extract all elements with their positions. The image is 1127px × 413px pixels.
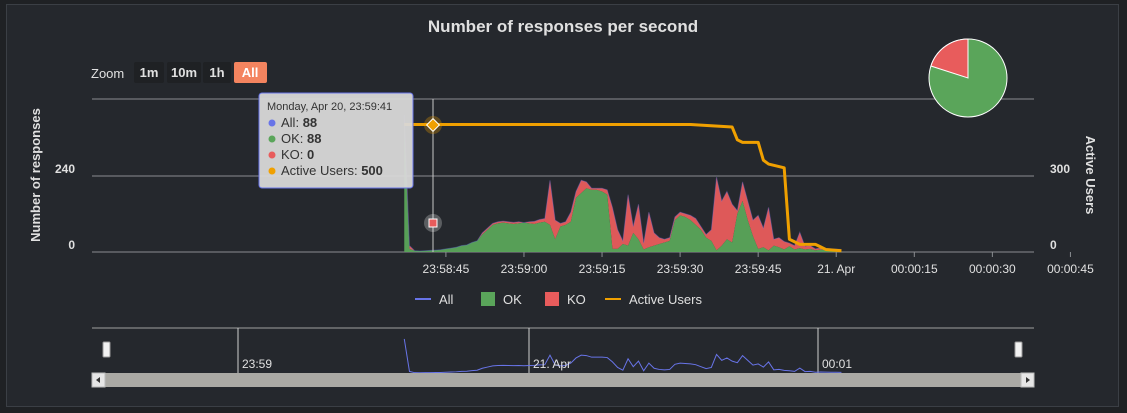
legend-all-label: All [439,292,454,307]
legend-active-users-label: Active Users [629,292,702,307]
zoom-button-1m-label: 1m [140,65,159,80]
tooltip-all-dot [268,119,276,127]
scrollbar-left-button[interactable] [91,372,106,388]
legend-ok-symbol [481,292,495,306]
legend-item-ko[interactable]: KO [545,292,586,307]
tooltip-ko-row: KO: 0 [281,147,314,162]
chart-title: Number of responses per second [428,17,698,36]
tooltip-date: Monday, Apr 20, 23:59:41 [267,101,392,113]
tooltip-all-row: All: 88 [281,115,317,130]
scrollbar-right-button[interactable] [1020,372,1035,388]
all-line [403,114,842,252]
tooltip-ok-row: OK: 88 [281,131,322,146]
zoom-button-10m[interactable]: 10m [167,62,201,83]
x-tick-label: 23:59:00 [501,262,548,276]
x-tick-label: 00:00:45 [1047,262,1094,276]
tooltip: Monday, Apr 20, 23:59:41 All: 88 OK: 88 … [258,92,414,189]
line-layer [404,123,842,253]
x-axis-ticks: 23:58:45 23:59:00 23:59:15 23:59:30 23:59:45… [423,252,1127,276]
active-users-hover-marker [425,117,441,133]
y-axis-title: Number of responses [28,108,43,242]
legend-item-ok[interactable]: OK [481,292,522,307]
legend-ko-symbol [545,292,559,306]
pie-chart [928,38,1008,118]
x-tick-label: 00:00:30 [969,262,1016,276]
x-tick-label: 23:59:30 [657,262,704,276]
tooltip-box [258,92,414,189]
navigator-label-2: 21. Apr [533,357,571,371]
zoom-button-1h[interactable]: 1h [203,62,231,83]
zoom-button-10m-label: 10m [171,65,197,80]
x-tick-label: 00:00:15 [891,262,938,276]
legend-ok-label: OK [503,292,522,307]
y-tick-0: 0 [68,238,75,252]
zoom-label: Zoom [91,66,124,81]
legend-ko-label: KO [567,292,586,307]
ko-area [404,114,842,252]
y2-tick-0: 0 [1050,238,1057,252]
navigator-left-handle[interactable] [102,341,111,358]
pie-slice-ko [930,38,969,79]
navigator[interactable]: 23:59 21. Apr 00:01 [92,327,1034,374]
chart-panel: Number of responses per second Zoom 1m 1… [6,4,1127,407]
x-tick-label: 23:59:15 [579,262,626,276]
navigator-series-line [403,338,842,374]
tooltip-users-row: Active Users: 500 [281,163,383,178]
tooltip-users-dot [268,167,276,175]
tooltip-ko-dot [268,151,276,159]
zoom-button-all-label: All [242,65,259,80]
scroll-left-arrow-icon [96,377,100,383]
active-users-line [404,123,842,253]
y2-axis-title: Active Users [1083,136,1098,215]
tooltip-ok-dot [268,135,276,143]
zoom-button-1m[interactable]: 1m [134,62,164,83]
x-tick-label: 23:58:45 [423,262,470,276]
y2-tick-300: 300 [1050,162,1070,176]
x-tick-label: 23:59:45 [735,262,782,276]
scroll-right-arrow-icon [1026,377,1030,383]
ok-area [404,124,842,252]
area-layer [403,114,842,252]
navigator-label-3: 00:01 [822,357,852,371]
navigator-label-1: 23:59 [242,357,272,371]
navigator-right-handle[interactable] [1014,341,1023,358]
legend-item-all[interactable]: All [415,292,454,307]
zoom-button-all[interactable]: All [234,62,267,83]
zoom-button-1h-label: 1h [209,65,224,80]
chart-svg: Number of responses per second Zoom 1m 1… [28,17,1127,388]
x-tick-label: 21. Apr [817,262,855,276]
scrollbar[interactable] [91,372,1035,388]
legend-item-active-users[interactable]: Active Users [605,292,702,307]
ko-hover-marker [428,218,438,228]
scrollbar-thumb[interactable] [105,373,1021,387]
y-tick-240: 240 [55,162,75,176]
